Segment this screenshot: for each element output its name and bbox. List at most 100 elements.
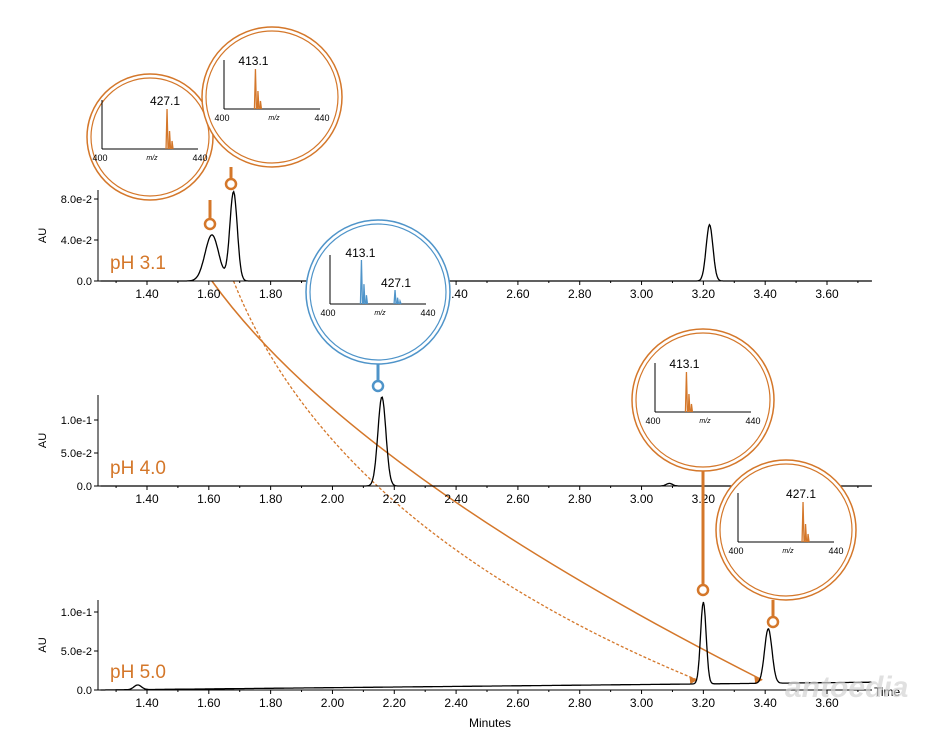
bubble-outer-ring [715, 459, 857, 601]
x-tick-label: 1.60 [197, 696, 221, 710]
y-tick-label: 0.0 [77, 481, 92, 493]
x-tick-label: 2.60 [506, 287, 530, 301]
peak-marker-dot [203, 217, 217, 231]
ms-x-max: 440 [828, 546, 843, 556]
ms-x-max: 440 [192, 153, 207, 163]
peak-marker-dot [224, 177, 238, 191]
peak-marker-dot [766, 615, 780, 629]
peak-marker-dot [371, 379, 385, 393]
watermark: antoedia [785, 671, 908, 704]
x-tick-label: 3.40 [754, 287, 778, 301]
ms-peak-label: 427.1 [150, 94, 180, 108]
migration-line-413 [232, 280, 698, 681]
x-tick-label: 1.40 [135, 696, 159, 710]
x-tick-label: 2.00 [321, 696, 345, 710]
bubble-outer-ring [631, 328, 775, 472]
ms-x-min: 400 [214, 113, 229, 123]
x-tick-label: 3.40 [754, 696, 778, 710]
x-tick-label: 1.40 [135, 492, 159, 506]
ms-x-min: 400 [92, 153, 107, 163]
x-tick-label: 2.60 [506, 492, 530, 506]
x-tick-label: 2.20 [383, 696, 407, 710]
x-axis-title: Minutes [469, 716, 511, 730]
ms-peak [684, 371, 694, 413]
ms-x-label: m/z [268, 115, 280, 122]
ms-peak-label: 413.1 [238, 54, 268, 68]
x-tick-label: 3.20 [692, 696, 716, 710]
ms-x-min: 400 [728, 546, 743, 556]
mass-spectrum-bubble: 400 440 m/z 427.1 [86, 73, 217, 231]
ms-x-label: m/z [699, 418, 711, 425]
panel-3: 0.0 5.0e-2 1.0e-1 AU 1.40 1.60 1.80 2.00 2.20 2.4… [37, 600, 872, 710]
ms-x-min: 400 [645, 416, 660, 426]
time-label: Time [874, 685, 901, 699]
x-tick-label: 1.80 [259, 696, 283, 710]
x-tick-label: 2.80 [568, 287, 592, 301]
ms-peak [253, 68, 263, 110]
panel-label: pH 3.1 [110, 253, 166, 274]
ms-peak-label: 413.1 [345, 246, 375, 260]
x-tick-label: 3.00 [630, 287, 654, 301]
y-tick-label: 8.0e-2 [61, 194, 92, 206]
x-tick-label: 3.20 [692, 287, 716, 301]
migration-line-427 [211, 280, 763, 681]
x-tick-label: 2.40 [444, 492, 468, 506]
bubble-inner-ring [90, 77, 210, 197]
ms-x-label: m/z [146, 155, 158, 162]
bubble-inner-ring [635, 332, 771, 468]
y-tick-label: 0.0 [77, 685, 92, 697]
bubble-outer-ring [86, 73, 214, 201]
y-axis-title: AU [37, 433, 49, 448]
migration-arrowhead [754, 676, 763, 684]
x-tick-label: 3.60 [815, 287, 839, 301]
y-tick-label: 1.0e-1 [61, 415, 92, 427]
y-tick-label: 5.0e-2 [61, 448, 92, 460]
x-tick-label: 2.20 [383, 492, 407, 506]
ms-x-label: m/z [782, 548, 794, 555]
ms-peak [393, 289, 402, 305]
y-tick-label: 4.0e-2 [61, 235, 92, 247]
ms-peak [801, 501, 810, 543]
ms-x-max: 440 [745, 416, 760, 426]
y-tick-label: 1.0e-1 [61, 607, 92, 619]
x-tick-label: 1.60 [197, 287, 221, 301]
ms-peak [359, 259, 369, 305]
x-tick-label: 2.60 [506, 696, 530, 710]
x-tick-label: 2.00 [321, 492, 345, 506]
y-tick-label: 0.0 [77, 276, 92, 288]
x-tick-label: 2.40 [444, 696, 468, 710]
chromatogram-trace [100, 601, 872, 691]
panel-1: 0.04.0e-28.0e-2AU1.401.601.802.002.202.4… [37, 190, 872, 301]
x-tick-label: 1.60 [197, 492, 221, 506]
ms-peak-label: 427.1 [786, 487, 816, 501]
mass-spectrum-bubble: 400 440 m/z 413.1 [631, 328, 775, 597]
ms-x-label: m/z [374, 310, 386, 317]
x-tick-label: 2.80 [568, 492, 592, 506]
x-tick-label: 2.80 [568, 696, 592, 710]
x-tick-label: 1.80 [259, 492, 283, 506]
y-axis-title: AU [37, 228, 49, 243]
x-tick-label: 3.00 [630, 696, 654, 710]
panel-2: 0.0 5.0e-2 1.0e-1 AU 1.40 1.60 1.80 2.00 2.20 2.4… [37, 395, 872, 506]
x-tick-label: 1.40 [135, 287, 159, 301]
bubble-outer-ring [305, 219, 451, 365]
x-tick-label: 3.60 [815, 696, 839, 710]
bubble-inner-ring [309, 223, 447, 361]
ms-x-max: 440 [314, 113, 329, 123]
panel-label: pH 5.0 [110, 662, 166, 683]
bubble-outer-ring [201, 26, 343, 168]
mass-spectrum-bubble: 400 440 m/z 413.1 427.1 [305, 219, 451, 393]
ms-x-max: 440 [420, 308, 435, 318]
peak-marker-dot [696, 583, 710, 597]
ms-peak [165, 108, 174, 150]
ms-peak-label: 413.1 [669, 357, 699, 371]
mass-spectrum-bubble: 400 440 m/z 427.1 [715, 459, 857, 629]
chromatogram-trace [100, 190, 872, 282]
x-tick-label: 3.00 [630, 492, 654, 506]
y-axis-title: AU [37, 637, 49, 652]
bubble-inner-ring [719, 463, 853, 597]
ms-peak-label: 427.1 [381, 276, 411, 290]
ms-x-min: 400 [320, 308, 335, 318]
